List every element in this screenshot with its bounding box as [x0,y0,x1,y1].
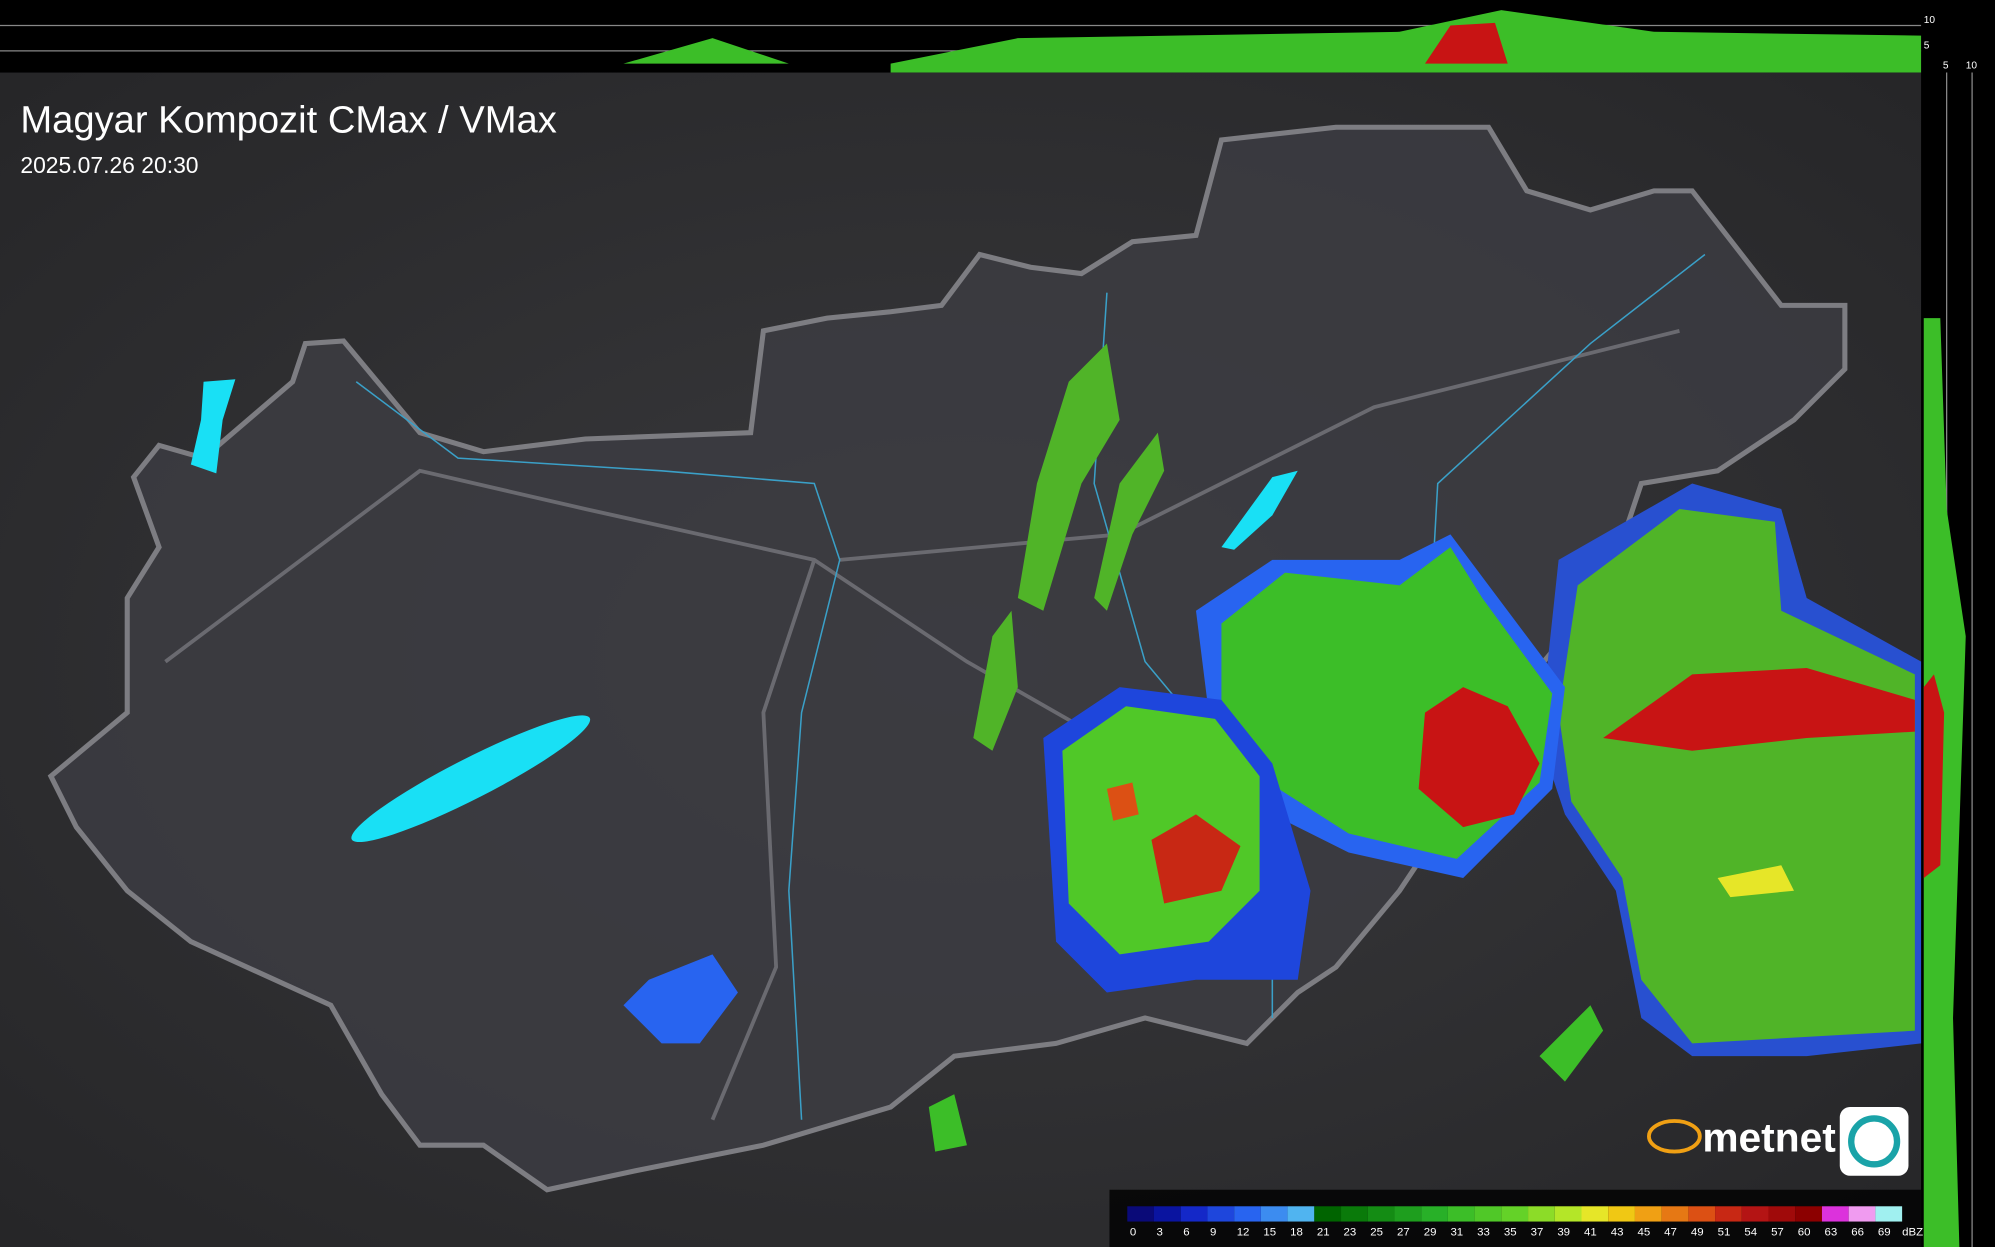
legend-label: 69 [1878,1227,1891,1239]
legend-swatch [1875,1206,1903,1222]
legend-label: 41 [1584,1227,1597,1239]
profile-echo [623,10,1922,73]
profile-echo [1923,318,1966,1247]
legend-label: 60 [1798,1227,1811,1239]
profile-axis-label: 10 [1966,61,1978,72]
legend-swatch [1554,1206,1582,1222]
legend-swatch [1394,1206,1422,1222]
legend-swatch [1314,1206,1342,1222]
legend-swatch [1821,1206,1849,1222]
legend-label: 51 [1718,1227,1731,1239]
legend-label: 31 [1450,1227,1463,1239]
legend-label: 23 [1344,1227,1357,1239]
legend-label: 66 [1851,1227,1864,1239]
legend-label: 45 [1637,1227,1650,1239]
legend-swatch [1581,1206,1609,1222]
legend-label: 33 [1477,1227,1490,1239]
legend-label: 63 [1825,1227,1838,1239]
profile-axis-label: 5 [1924,40,1930,51]
legend-unit: dBZ [1902,1227,1923,1239]
legend-swatch [1688,1206,1716,1222]
legend-swatch [1234,1206,1261,1222]
legend-swatch [1715,1206,1742,1222]
profile-axis-label: 5 [1943,61,1949,72]
legend-label: 27 [1397,1227,1410,1239]
legend-swatch [1768,1206,1796,1222]
radar-echoes [623,343,1922,1152]
legend-label: 39 [1557,1227,1570,1239]
legend-label: 35 [1504,1227,1517,1239]
legend-label: 12 [1237,1227,1250,1239]
legend-swatch [1153,1206,1181,1222]
profile-echo [1425,22,1508,64]
legend-swatch [1528,1206,1555,1222]
legend-label: 49 [1691,1227,1704,1239]
legend-swatch [1367,1206,1395,1222]
legend-label: 0 [1130,1227,1136,1239]
legend: 0 3 6 9 12 15 18 21 23 25 27 29 31 33 35 37 39 41 43 45 47 49… [1127,1206,1923,1239]
legend-label: 47 [1664,1227,1677,1239]
legend-swatch [1287,1206,1315,1222]
legend-swatch [1447,1206,1475,1222]
legend-swatch [1501,1206,1529,1222]
legend-swatch [1180,1206,1208,1222]
profile-echo [1923,674,1945,878]
legend-swatch [1741,1206,1769,1222]
legend-swatch [1260,1206,1288,1222]
legend-swatch [1661,1206,1689,1222]
map-title: Magyar Kompozit CMax / VMax [20,98,556,141]
legend-label: 37 [1531,1227,1544,1239]
legend-label: 43 [1611,1227,1624,1239]
legend-swatch [1341,1206,1368,1222]
legend-swatch [1608,1206,1635,1222]
legend-swatch [1474,1206,1502,1222]
legend-label: 6 [1183,1227,1189,1239]
legend-label: 57 [1771,1227,1784,1239]
legend-label: 54 [1744,1227,1757,1239]
legend-label: 25 [1370,1227,1383,1239]
logo-text: metnet [1702,1115,1836,1161]
legend-label: 18 [1290,1227,1303,1239]
logo: metnet [1647,1107,1909,1176]
legend-swatch [1207,1206,1235,1222]
legend-swatch [1848,1206,1876,1222]
legend-label: 15 [1263,1227,1276,1239]
profile-axis-label: 10 [1924,15,1936,26]
legend-swatch [1795,1206,1822,1222]
lakes [190,379,1298,843]
legend-swatch [1634,1206,1662,1222]
legend-label: 9 [1210,1227,1216,1239]
legend-label: 21 [1317,1227,1330,1239]
legend-label: 3 [1157,1227,1163,1239]
legend-swatch [1421,1206,1448,1222]
legend-label: 29 [1424,1227,1437,1239]
country-outline [47,124,1848,1193]
timestamp: 2025.07.26 20:30 [20,152,198,178]
legend-swatch [1127,1206,1154,1222]
